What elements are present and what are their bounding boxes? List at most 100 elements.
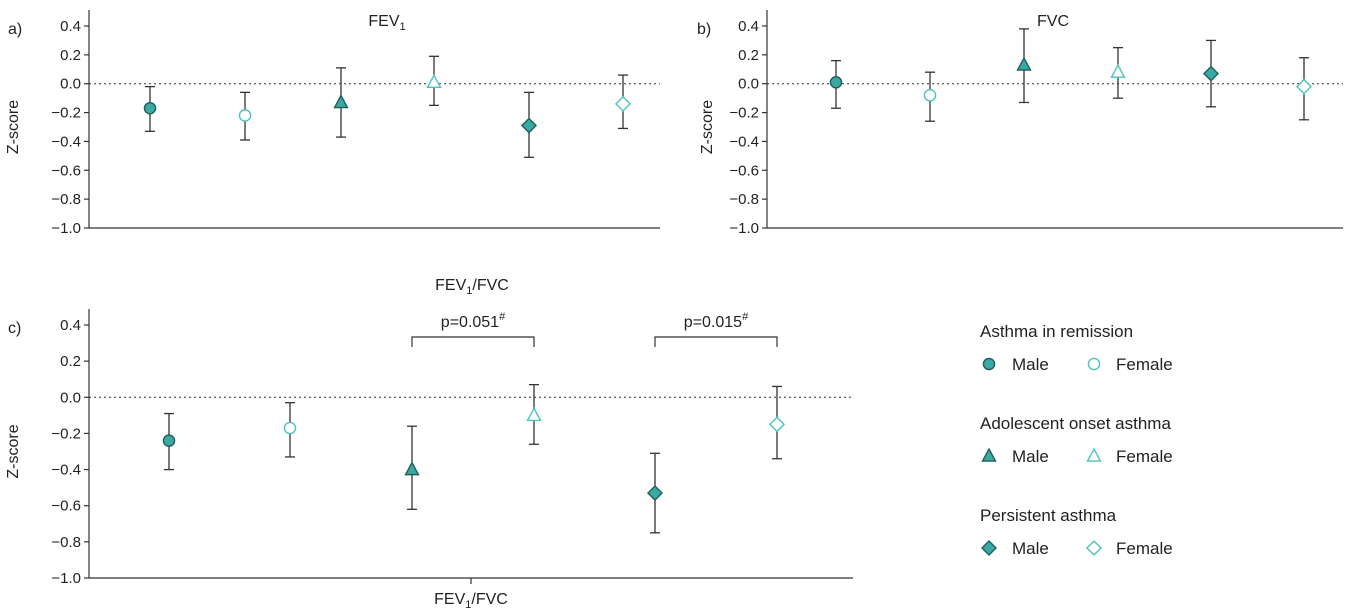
- x-label-subscript: 1: [465, 599, 471, 611]
- data-point-group: [1110, 46, 1126, 99]
- legend-triangle-female-icon: [1086, 447, 1102, 462]
- y-tick-label: −0.4: [51, 462, 81, 479]
- x-label-rest: /FVC: [471, 591, 507, 608]
- y-tick-label: 0.2: [60, 47, 81, 64]
- legend-item-male: Male: [1012, 355, 1049, 374]
- panel-title: FEV1/FVC: [435, 277, 509, 297]
- data-point-triangle-male: [1016, 56, 1032, 71]
- data-point-circle-female: [283, 421, 297, 435]
- data-point-group: [283, 402, 297, 458]
- panel-a-fev1: 0.4 0.2 0.0 −0.2 −0.4 −0.6 −0.8 −1.0 a) Z-score FE…: [5, 10, 660, 237]
- y-tick-label: −0.4: [51, 133, 81, 150]
- data-point-group: [829, 59, 843, 109]
- legend-item-female: Female: [1116, 355, 1173, 374]
- data-point-diamond-female: [768, 416, 786, 433]
- x-label-main: FEV: [434, 591, 465, 608]
- p-value-annotation: p=0.015#: [684, 311, 749, 331]
- panel-c-fev1-fvc: 0.4 0.2 0.0 −0.2 −0.4 −0.6 −0.8 −1.0 c) Z-score FE…: [5, 277, 853, 611]
- panel-title-subscript: 1: [466, 285, 472, 297]
- data-point-diamond-female: [614, 95, 632, 112]
- data-point-circle-female: [923, 88, 937, 102]
- panel-title-rest: /FVC: [472, 277, 508, 294]
- p-value-text: p=0.015: [684, 314, 742, 331]
- y-tick-label: −0.8: [51, 534, 81, 551]
- data-point-circle-male: [829, 75, 843, 89]
- data-point-circle-female: [238, 109, 252, 122]
- legend-item-male: Male: [1012, 539, 1049, 558]
- legend-triangle-male-icon: [981, 447, 997, 462]
- panel-title-subscript: 1: [400, 21, 406, 33]
- y-tick-label: −1.0: [51, 570, 81, 587]
- data-point-triangle-male: [404, 461, 420, 476]
- x-axis-label: FEV1/FVC: [434, 591, 508, 611]
- data-point-group: [333, 67, 349, 138]
- data-point-triangle-female: [426, 73, 442, 89]
- data-point-triangle-female: [1110, 63, 1126, 78]
- y-tick-label: 0.2: [738, 47, 759, 64]
- y-tick-label: 0.4: [60, 317, 81, 334]
- legend-group-title: Asthma in remission: [980, 322, 1133, 341]
- legend-circle-female-icon: [1087, 357, 1101, 371]
- p-value-text: p=0.051: [441, 314, 499, 331]
- legend-diamond-male-icon: [980, 539, 998, 557]
- data-point-diamond-male: [1202, 65, 1220, 82]
- data-point-group: [143, 85, 157, 132]
- y-tick-label: 0.4: [60, 18, 81, 35]
- data-point-group: [646, 452, 664, 534]
- legend-item-female: Female: [1116, 447, 1173, 466]
- legend-group-title: Persistent asthma: [980, 506, 1117, 525]
- y-tick-label: −0.2: [51, 425, 81, 442]
- data-point-group: [923, 71, 937, 122]
- data-point-group: [426, 55, 442, 107]
- y-tick-label: −1.0: [51, 220, 81, 237]
- y-tick-label: 0.0: [60, 389, 81, 406]
- data-point-group: [404, 425, 420, 510]
- data-point-group: [1202, 39, 1220, 108]
- data-point-diamond-male: [646, 485, 664, 502]
- data-point-triangle-female: [526, 406, 542, 422]
- data-point-group: [1016, 28, 1032, 104]
- y-tick-label: −0.6: [51, 498, 81, 515]
- y-tick-label: −0.4: [729, 133, 759, 150]
- significance-bracket: [654, 336, 778, 347]
- panel-title: FEV1: [368, 13, 405, 33]
- data-point-group: [162, 412, 176, 471]
- data-point-diamond-male: [520, 117, 538, 134]
- y-tick-label: 0.0: [738, 76, 759, 93]
- panel-letter: c): [8, 320, 21, 337]
- data-point-circle-male: [162, 434, 176, 447]
- y-tick-label: −1.0: [729, 220, 759, 237]
- data-point-circle-male: [143, 101, 157, 115]
- y-tick-label: 0.2: [60, 353, 81, 370]
- panel-title: FVC: [1037, 13, 1069, 30]
- legend-item-male: Male: [1012, 447, 1049, 466]
- data-point-triangle-male: [333, 94, 349, 109]
- panel-title-main: FEV: [435, 277, 466, 294]
- p-value-superscript: #: [742, 311, 749, 323]
- panel-letter: a): [8, 21, 22, 38]
- data-point-group: [526, 383, 542, 445]
- legend-diamond-female-icon: [1085, 539, 1103, 557]
- legend: Asthma in remission Male Female Adolescent …: [980, 322, 1173, 558]
- y-axis-label: Z-score: [699, 100, 716, 154]
- y-tick-label: −0.2: [729, 105, 759, 122]
- y-axis-label: Z-score: [5, 424, 22, 478]
- y-tick-label: −0.6: [51, 162, 81, 179]
- data-point-group: [1295, 57, 1313, 121]
- panel-letter: b): [697, 21, 711, 38]
- panel-b-fvc: 0.4 0.2 0.0 −0.2 −0.4 −0.6 −0.8 −1.0 b) Z-score FV…: [697, 10, 1343, 237]
- significance-bracket: [411, 336, 535, 347]
- y-tick-label: 0.0: [60, 76, 81, 93]
- panel-title-main: FVC: [1037, 13, 1069, 30]
- data-point-diamond-female: [1295, 78, 1313, 95]
- legend-item-female: Female: [1116, 539, 1173, 558]
- data-point-group: [614, 74, 632, 130]
- data-point-group: [238, 91, 252, 141]
- data-point-group: [520, 91, 538, 158]
- y-tick-label: −0.8: [51, 191, 81, 208]
- y-tick-label: 0.4: [738, 18, 759, 35]
- y-tick-label: −0.8: [729, 191, 759, 208]
- y-axis-label: Z-score: [5, 100, 22, 154]
- panel-title-main: FEV: [368, 13, 399, 30]
